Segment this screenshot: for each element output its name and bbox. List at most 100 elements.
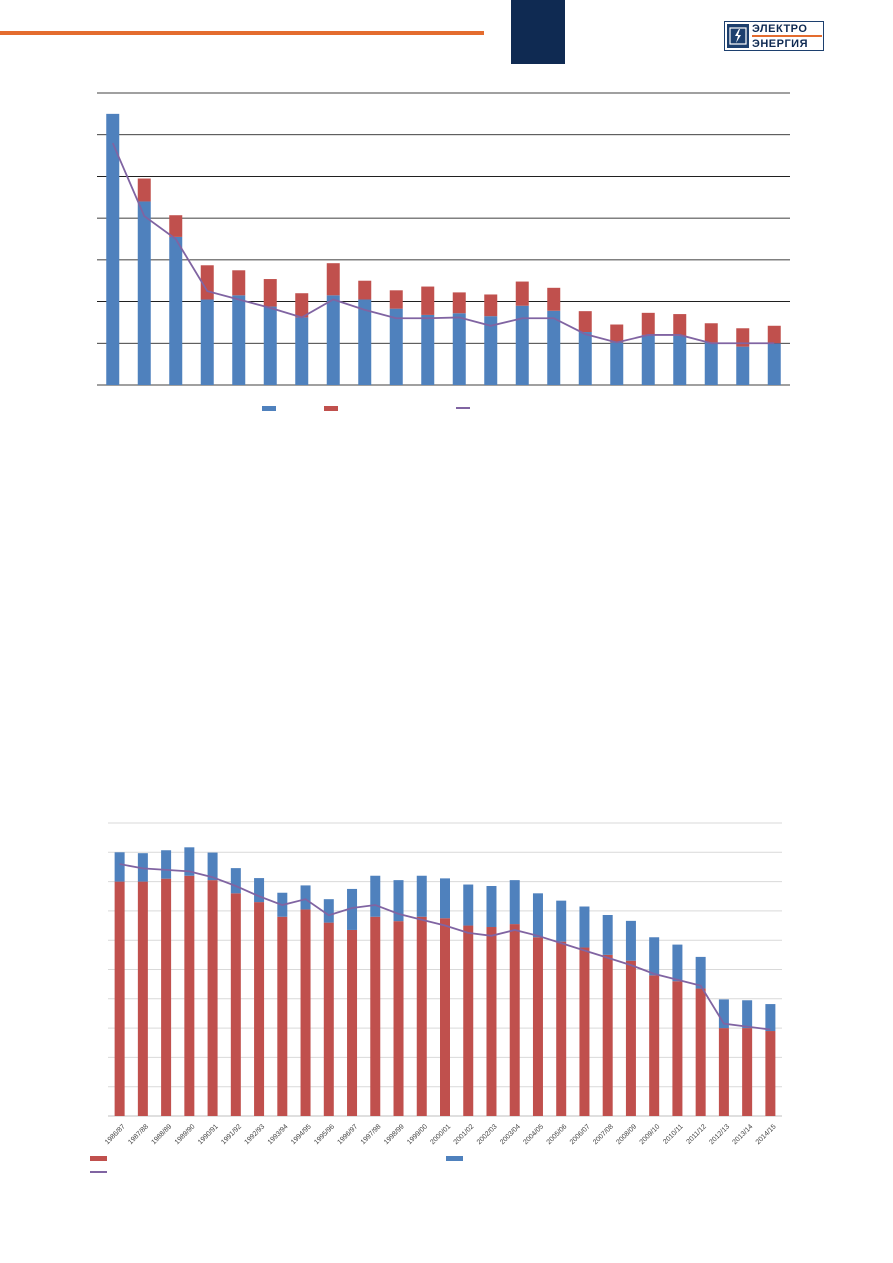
chart2-xtick-label: 1994/95 (290, 1123, 313, 1146)
chart1-bar-s0-2 (169, 236, 183, 385)
chart2-bar-s1-15 (463, 884, 474, 926)
chart2-bar-s0-26 (718, 1028, 729, 1116)
chart1-bar-s0-5 (263, 306, 277, 385)
chart2-xtick-label: 2010/11 (662, 1123, 685, 1146)
chart2-xtick-label: 2012/13 (708, 1123, 731, 1146)
logo-text-top: ЭЛЕКТРО (752, 23, 808, 35)
chart1-bar-s1-5 (263, 279, 277, 307)
lightning-bolt-icon (727, 24, 749, 48)
chart2-bar-s1-22 (625, 920, 636, 961)
chart1-bar-s0-12 (484, 316, 498, 385)
chart2-xtick-label: 1987/88 (127, 1123, 150, 1146)
chart2-bar-s0-15 (463, 925, 474, 1116)
chart2-bar-s0-1 (137, 881, 148, 1116)
chart1-bar-s0-3 (200, 299, 214, 385)
chart2-line-s2 (119, 863, 771, 1031)
chart2-bar-s1-6 (254, 878, 265, 903)
chart2-bar-s1-26 (718, 999, 729, 1029)
chart2-bar-s1-20 (579, 906, 590, 948)
chart1-bar-s1-4 (232, 270, 246, 296)
chart2-xtick-label: 1998/99 (383, 1123, 406, 1146)
chart2-bar-s1-10 (347, 888, 358, 930)
chart2-bar-s1-25 (695, 956, 706, 989)
chart2-bar-s1-28 (765, 1004, 776, 1032)
chart1-bar-s1-7 (326, 263, 340, 296)
chart1-bar-s1-15 (578, 311, 592, 333)
chart2-bar-s0-19 (556, 941, 567, 1116)
chart1-bar-s1-2 (169, 215, 183, 237)
chart1-bar-s0-11 (452, 313, 466, 385)
chart2-xtick-label: 2009/10 (639, 1123, 662, 1146)
chart2-bar-s0-22 (625, 960, 636, 1116)
chart2-bar-s1-12 (393, 880, 404, 922)
chart1-bar-s0-19 (704, 342, 718, 385)
chart2-bar-s1-24 (672, 944, 683, 982)
chart2-bar-s0-17 (509, 924, 520, 1116)
chart2-xtick-label: 2007/08 (592, 1123, 615, 1146)
chart1-line-s2 (111, 142, 775, 345)
chart2-xtick-label: 2005/06 (546, 1123, 569, 1146)
chart2-xtick-label: 1995/96 (313, 1123, 336, 1146)
chart2-bar-s0-23 (649, 975, 660, 1116)
chart2-bar-s0-2 (161, 878, 172, 1116)
chart1-bar-s0-13 (515, 305, 529, 385)
stacked-bar-line-chart-top (97, 92, 790, 411)
chart2-xtick-label: 2006/07 (569, 1123, 592, 1146)
chart1-bar-s1-10 (421, 286, 435, 315)
stacked-bar-line-chart-bottom: 1986/87 1987/88 1988/89 1989/90 1990/91 1991/… (90, 822, 782, 1173)
chart2-xtick-label: 2011/12 (685, 1123, 708, 1146)
chart1-bar-s1-21 (767, 325, 781, 344)
chart2-xtick-label: 2002/03 (476, 1123, 499, 1146)
chart2-bar-s1-9 (323, 899, 334, 923)
chart2-bar-s1-16 (486, 885, 497, 928)
chart2-xtick-label: 2001/02 (453, 1123, 476, 1146)
chart2-legend-swatch-0 (90, 1156, 107, 1161)
chart1-bar-s0-1 (137, 201, 151, 385)
chart2-xtick-label: 1991/92 (220, 1123, 243, 1146)
chart2-bar-s1-27 (742, 1000, 753, 1029)
chart1-bar-s0-10 (421, 314, 435, 385)
chart2-bar-s0-18 (532, 937, 543, 1116)
chart1-bar-s1-8 (358, 280, 372, 300)
chart2-xtick-label: 1988/89 (150, 1123, 173, 1146)
chart1-bar-s1-20 (736, 328, 750, 347)
chart2-bar-s1-14 (440, 878, 450, 919)
chart2-xtick-label: 1989/90 (174, 1123, 197, 1146)
chart2-xtick-label: 1990/91 (197, 1123, 220, 1146)
chart1-bar-s0-17 (641, 334, 655, 385)
chart2-bar-s1-21 (602, 915, 613, 955)
chart1-bar-s1-13 (515, 281, 529, 306)
chart2-bar-s0-20 (579, 947, 590, 1116)
chart1-bar-s1-1 (137, 178, 151, 202)
chart1-bar-s0-0 (106, 113, 120, 385)
chart1-bar-s1-6 (295, 293, 309, 318)
chart2-bar-s1-2 (161, 850, 172, 879)
chart1-bar-s1-3 (200, 265, 214, 300)
chart1-bar-s1-11 (452, 292, 466, 314)
chart2-bar-s1-1 (137, 853, 148, 882)
chart2-bar-s0-10 (347, 929, 358, 1116)
chart2-xtick-label: 1986/87 (104, 1123, 127, 1146)
chart2-bar-s1-18 (532, 893, 543, 938)
chart2-bar-s1-23 (649, 937, 660, 976)
chart2-xtick-label: 1992/93 (243, 1123, 266, 1146)
chart2-bar-s0-8 (300, 909, 311, 1116)
chart1-legend-swatch-1 (324, 406, 338, 411)
chart2-bar-s0-12 (393, 921, 404, 1116)
chart2-bar-s0-11 (370, 916, 381, 1116)
chart2-xtick-label: 2003/04 (499, 1123, 522, 1146)
chart1-bar-s0-9 (389, 308, 403, 385)
chart1-bar-s0-14 (547, 310, 561, 385)
chart2-bar-s0-9 (323, 922, 334, 1116)
chart1-bar-s0-8 (358, 299, 372, 385)
chart2-bar-s0-25 (695, 988, 706, 1116)
chart1-bar-s1-18 (673, 314, 687, 336)
chart2-bar-s0-14 (440, 918, 450, 1116)
chart1-bar-s0-7 (326, 295, 340, 385)
chart2-bar-s1-5 (230, 868, 241, 894)
chart2-bar-s0-3 (184, 875, 195, 1116)
chart2-bar-s0-13 (416, 916, 427, 1116)
chart2-bar-s1-0 (114, 852, 125, 882)
chart2-bar-s0-28 (765, 1031, 776, 1116)
chart2-xtick-label: 1993/94 (267, 1123, 290, 1146)
